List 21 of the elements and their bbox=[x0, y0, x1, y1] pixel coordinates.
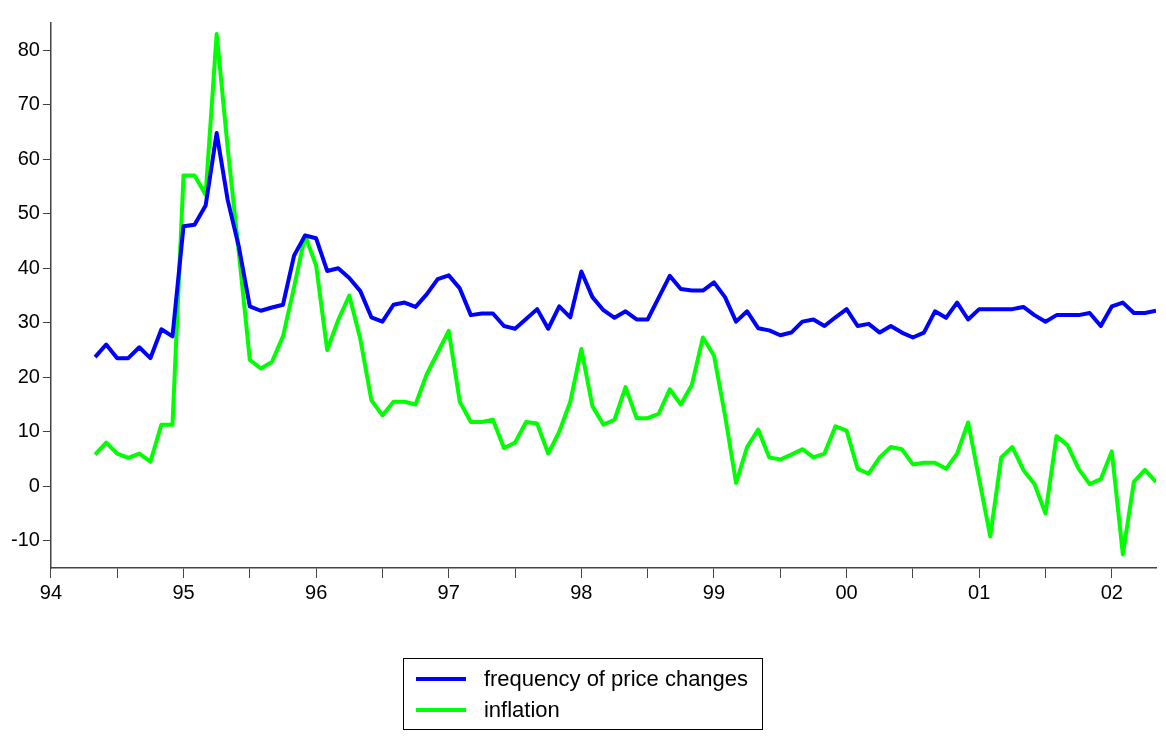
x-tick-label: 94 bbox=[39, 580, 63, 603]
y-tick-label: 0 bbox=[28, 473, 40, 496]
x-tick-label: 95 bbox=[172, 580, 195, 603]
y-tick-label: 10 bbox=[17, 419, 40, 442]
legend-label: inflation bbox=[483, 696, 560, 724]
y-tick-label: 60 bbox=[17, 146, 40, 169]
y-tick-label: 40 bbox=[17, 255, 40, 278]
y-tick-label: 70 bbox=[17, 92, 40, 115]
legend-label: frequency of price changes bbox=[483, 665, 749, 693]
y-tick-label: 50 bbox=[17, 201, 40, 224]
x-tick-label: 97 bbox=[437, 580, 460, 603]
y-tick-label: 80 bbox=[17, 37, 40, 60]
y-tick-label: -10 bbox=[11, 528, 40, 551]
y-tick-label: 20 bbox=[17, 364, 40, 387]
x-tick-label: 99 bbox=[702, 580, 726, 603]
x-tick-label: 98 bbox=[570, 580, 593, 603]
x-tick-label: 00 bbox=[835, 580, 858, 603]
x-tick-label: 01 bbox=[968, 580, 991, 603]
x-tick-label: 96 bbox=[305, 580, 328, 603]
y-tick-label: 30 bbox=[17, 310, 40, 333]
x-tick-label: 02 bbox=[1100, 580, 1123, 603]
